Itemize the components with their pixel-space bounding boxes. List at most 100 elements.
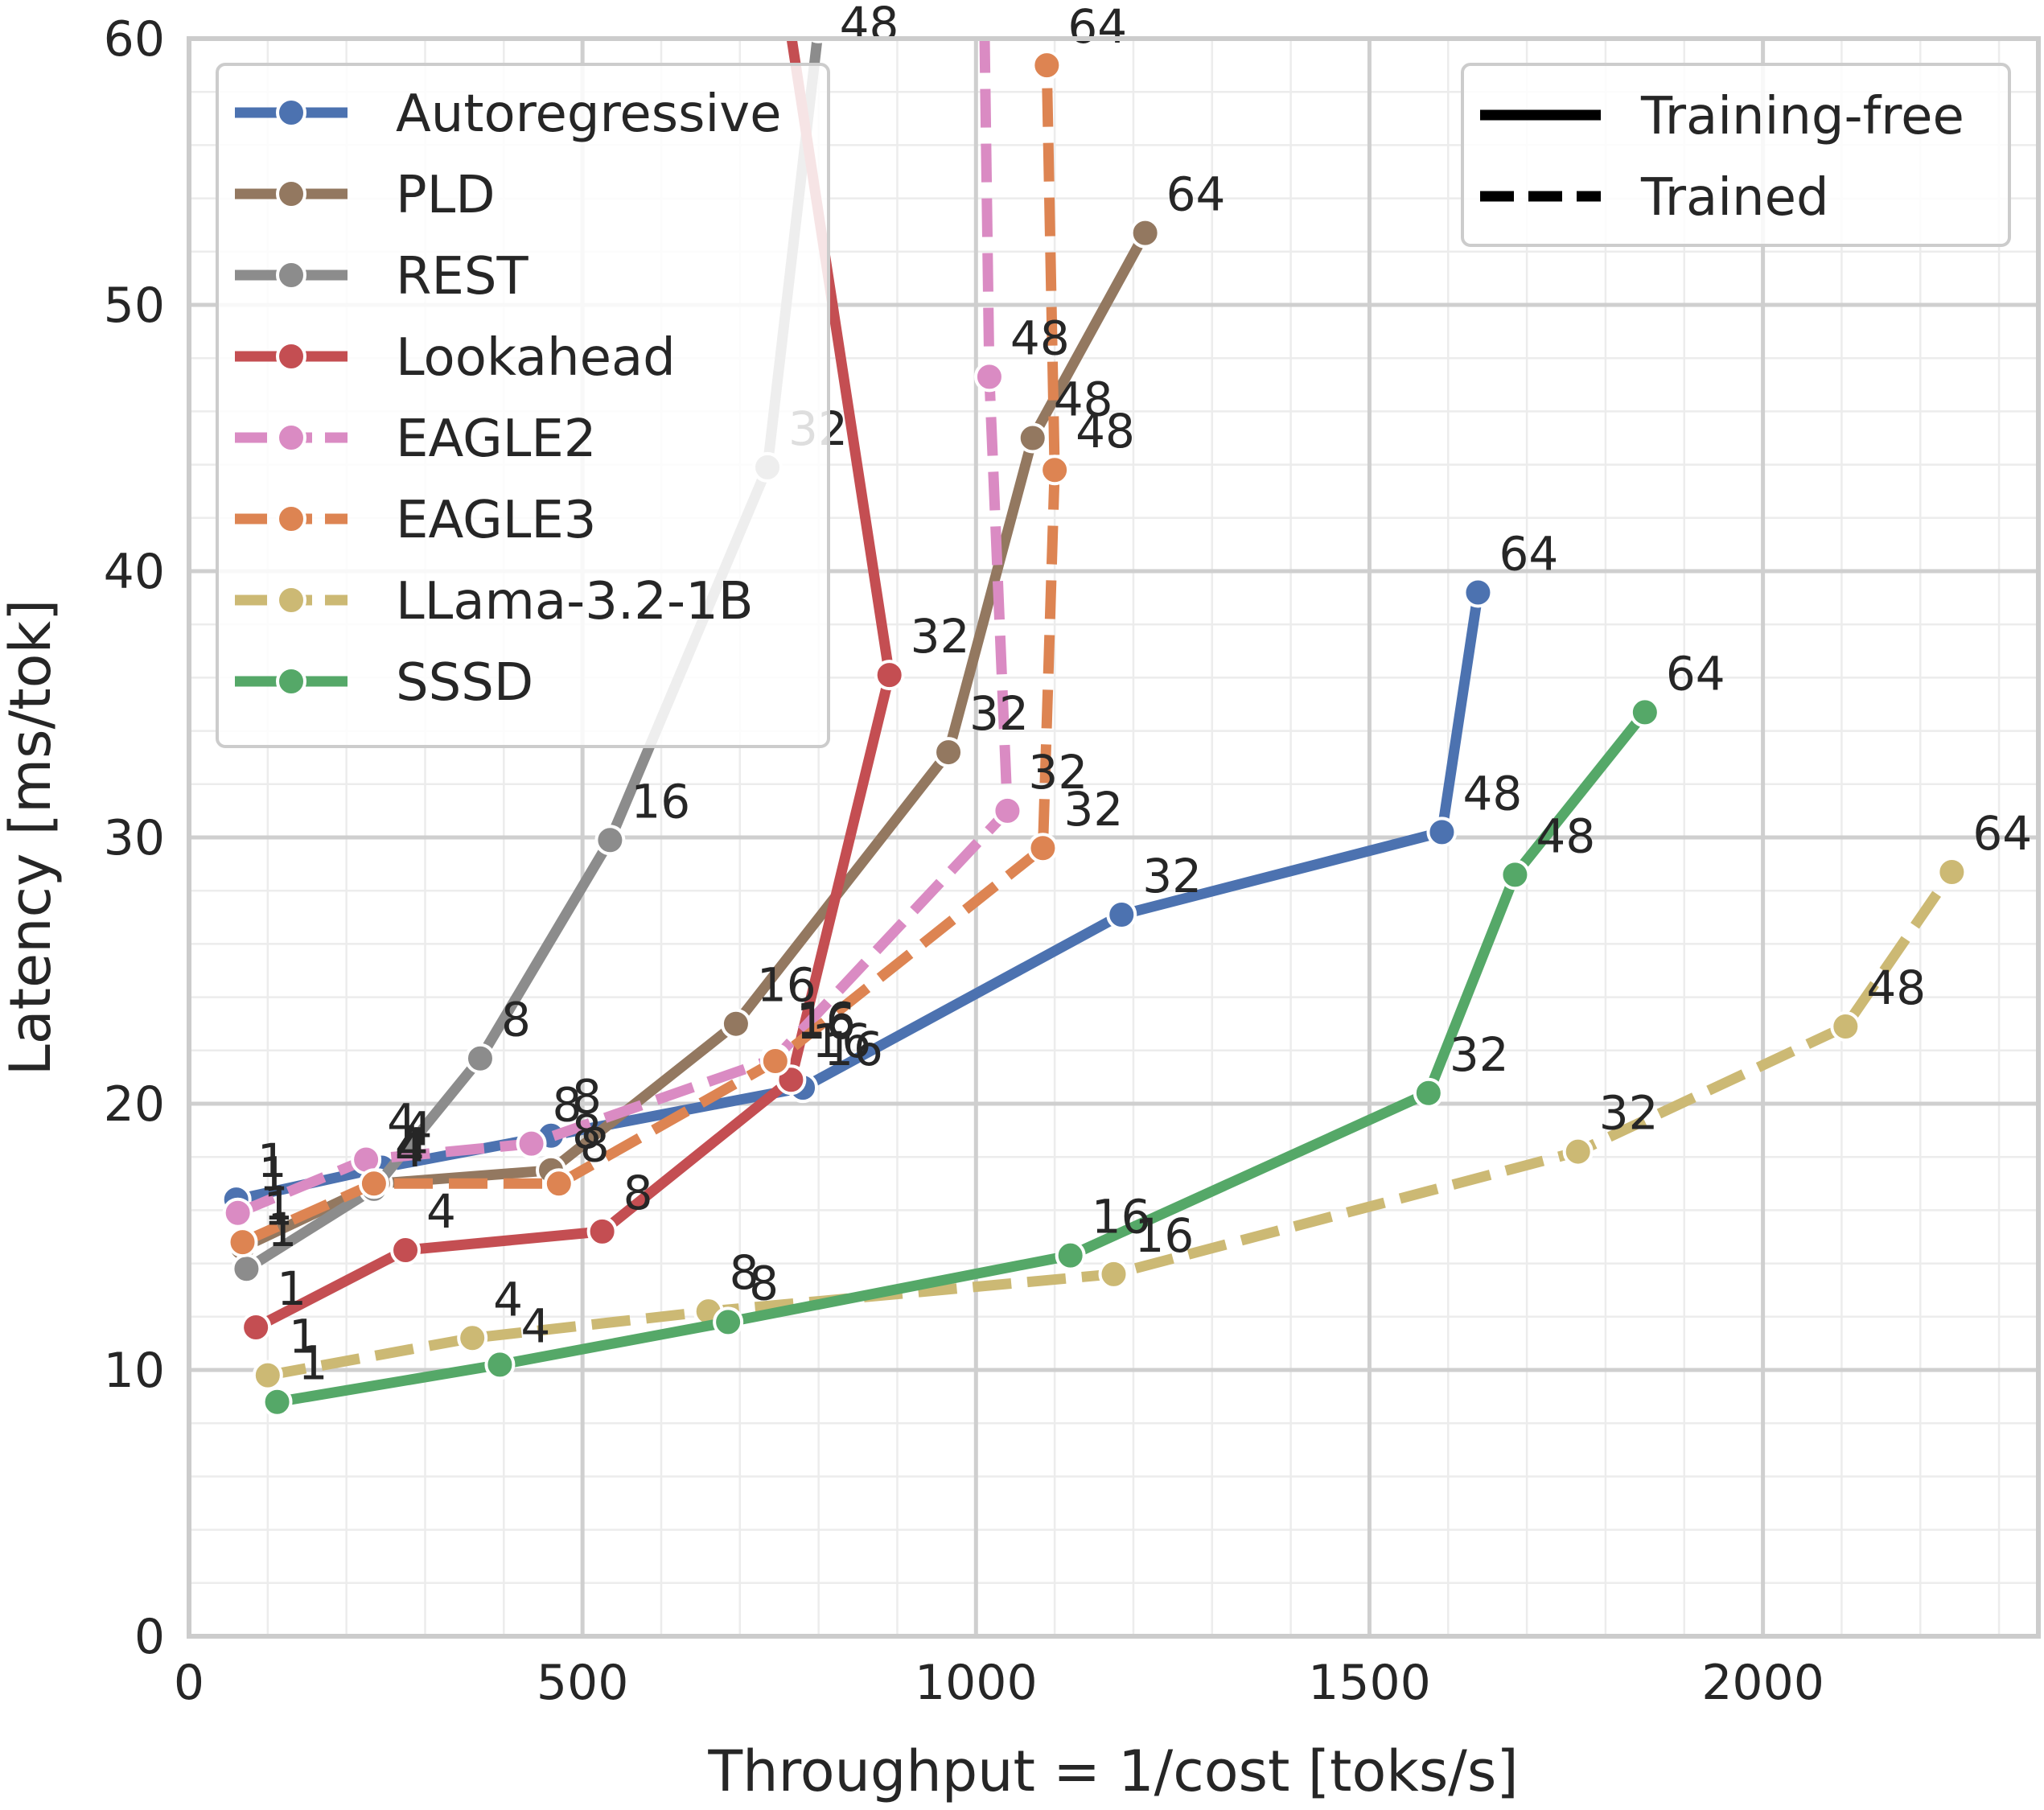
- y-tick-label: 40: [104, 544, 165, 600]
- style-legend: Training-free Trained: [1461, 63, 2011, 247]
- data-point-eagle2: [992, 795, 1023, 826]
- point-label-llama-3-2-1b: 8: [730, 1245, 759, 1300]
- point-label-sssd: 8: [749, 1256, 779, 1310]
- series-llama-3-2-1b: [252, 857, 1968, 1391]
- series-line-lookahead: [253, 39, 895, 1332]
- data-point-llama-3-2-1b: [252, 1360, 283, 1391]
- y-tick-label: 0: [134, 1609, 165, 1665]
- point-label-pld: 32: [969, 686, 1029, 741]
- data-point-sssd: [1629, 697, 1660, 728]
- data-point-eagle3: [358, 1168, 389, 1199]
- y-tick-label: 60: [104, 11, 165, 68]
- style-label-training-free: Training-free: [1640, 87, 1964, 146]
- legend-marker-pld: [276, 179, 306, 209]
- point-label-rest: 8: [501, 993, 531, 1047]
- data-point-pld: [1129, 217, 1161, 249]
- x-tick-label: 500: [537, 1655, 629, 1711]
- point-label-lookahead: 1: [277, 1261, 306, 1316]
- legend-label-autoregressive: Autoregressive: [396, 84, 782, 144]
- data-point-rest: [594, 825, 626, 856]
- point-label-pld: 48: [1054, 372, 1113, 427]
- legend-marker-rest: [276, 260, 306, 290]
- point-label-autoregressive: 32: [1142, 849, 1202, 903]
- point-label-pld: 4: [399, 1117, 429, 1172]
- data-point-sssd: [484, 1349, 516, 1380]
- data-point-sssd: [261, 1386, 293, 1417]
- point-label-sssd: 32: [1450, 1027, 1509, 1082]
- y-tick-labels: 0 10 20 30 40 50 60: [104, 11, 165, 1665]
- point-label-autoregressive: 48: [1462, 766, 1522, 821]
- data-point-eagle3: [1027, 833, 1059, 864]
- legend-label-lookahead: Lookahead: [396, 328, 676, 388]
- point-label-llama-3-2-1b: 4: [493, 1272, 523, 1327]
- legend-marker-eagle3: [276, 504, 306, 534]
- data-point-lookahead: [874, 660, 905, 691]
- point-label-llama-3-2-1b: 64: [1972, 806, 2032, 861]
- legend-marker-autoregressive: [276, 97, 306, 128]
- point-label-eagle3: 64: [1067, 0, 1127, 54]
- point-label-sssd: 16: [1092, 1190, 1151, 1244]
- data-point-rest: [464, 1043, 496, 1074]
- plot-frame: [187, 36, 2041, 1639]
- x-tick-label: 1000: [915, 1655, 1038, 1711]
- point-label-pld: 16: [757, 958, 816, 1013]
- data-point-eagle3: [227, 1227, 258, 1258]
- style-label-trained: Trained: [1640, 168, 1829, 228]
- point-label-eagle3: 32: [1063, 782, 1123, 837]
- point-label-autoregressive: 16: [824, 1022, 883, 1076]
- data-point-rest: [231, 1253, 262, 1285]
- data-point-sssd: [1499, 859, 1531, 891]
- point-label-rest: 1: [267, 1203, 297, 1257]
- data-point-lookahead: [586, 1216, 618, 1247]
- data-point-llama-3-2-1b: [1936, 857, 1968, 888]
- data-point-eagle3: [543, 1168, 574, 1199]
- data-point-eagle2: [222, 1197, 253, 1228]
- legend-label-sssd: SSSD: [396, 653, 533, 713]
- point-label-llama-3-2-1b: 48: [1866, 961, 1926, 1015]
- x-tick-label: 2000: [1701, 1655, 1824, 1711]
- point-label-lookahead: 32: [911, 609, 970, 664]
- point-label-autoregressive: 4: [403, 1101, 433, 1156]
- point-label-eagle2: 16: [796, 993, 856, 1047]
- point-label-eagle2: 4: [387, 1094, 417, 1149]
- data-point-lookahead: [241, 1312, 272, 1343]
- data-point-sssd: [1055, 1240, 1086, 1271]
- point-label-pld: 1: [264, 1182, 294, 1236]
- point-label-llama-3-2-1b: 16: [1135, 1208, 1195, 1263]
- point-label-pld: 64: [1166, 167, 1226, 222]
- series-legend: Autoregressive PLD REST Lookahead EAGLE2 EAGL…: [216, 63, 830, 748]
- data-point-eagle2: [516, 1128, 547, 1159]
- point-label-eagle3: 16: [796, 995, 856, 1050]
- point-label-eagle3: 4: [395, 1117, 425, 1172]
- data-point-sssd: [713, 1306, 744, 1338]
- x-tick-label: 0: [174, 1655, 204, 1711]
- point-label-lookahead: 4: [426, 1184, 456, 1239]
- x-tick-label: 1500: [1308, 1655, 1431, 1711]
- legend-marker-eagle2: [276, 422, 306, 453]
- data-point-autoregressive: [1426, 817, 1458, 848]
- point-label-lookahead: 8: [623, 1166, 653, 1220]
- data-point-llama-3-2-1b: [1830, 1011, 1861, 1043]
- data-point-lookahead: [390, 1235, 422, 1266]
- data-point-sssd: [1413, 1077, 1444, 1109]
- data-point-eagle2: [973, 361, 1005, 393]
- legend-label-rest: REST: [396, 247, 529, 306]
- point-label-eagle3: 8: [580, 1117, 610, 1172]
- legend-label-eagle3: EAGLE3: [396, 491, 597, 550]
- data-point-llama-3-2-1b: [457, 1323, 488, 1354]
- point-label-rest: 4: [395, 1123, 425, 1178]
- point-label-autoregressive: 64: [1499, 526, 1558, 581]
- y-tick-label: 50: [104, 278, 165, 334]
- point-label-sssd: 1: [298, 1336, 328, 1391]
- point-label-eagle3: 1: [264, 1176, 294, 1231]
- data-point-eagle3: [759, 1046, 791, 1077]
- y-axis-title: Latency [ms/tok]: [0, 599, 64, 1076]
- legend-marker-sssd: [276, 666, 306, 697]
- point-label-llama-3-2-1b: 32: [1599, 1086, 1659, 1141]
- data-point-eagle3: [1039, 455, 1071, 486]
- data-point-eagle3: [1031, 50, 1063, 81]
- legend-label-eagle2: EAGLE2: [396, 409, 597, 469]
- point-label-llama-3-2-1b: 1: [289, 1310, 319, 1364]
- point-label-lookahead: 16: [812, 1014, 871, 1068]
